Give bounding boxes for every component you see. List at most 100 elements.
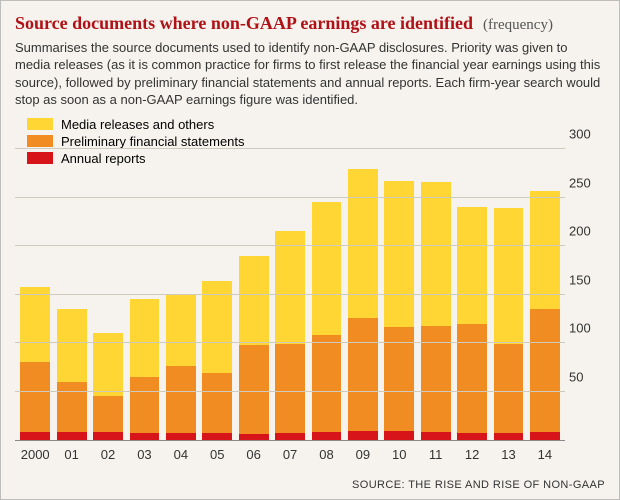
bar-stack [530, 191, 560, 440]
x-axis-label: 03 [126, 447, 162, 462]
chart-card: Source documents where non-GAAP earnings… [0, 0, 620, 500]
bar-segment-prelim [202, 373, 232, 433]
legend-label: Media releases and others [61, 117, 214, 132]
bar-segment-prelim [20, 362, 50, 432]
x-axis-label: 14 [527, 447, 563, 462]
bar-segment-media [530, 191, 560, 309]
bar-stack [494, 208, 524, 440]
bar-column: 03 [126, 149, 162, 440]
bars-container: 20000102030405060708091011121314 [15, 149, 565, 440]
bar-segment-annual [457, 433, 487, 440]
bar-column: 02 [90, 149, 126, 440]
bar-stack [348, 169, 378, 440]
x-axis-label: 13 [490, 447, 526, 462]
y-axis-label: 50 [569, 369, 603, 384]
bar-segment-annual [530, 432, 560, 440]
bar-column: 2000 [17, 149, 53, 440]
x-axis-label: 2000 [17, 447, 53, 462]
bar-column: 01 [53, 149, 89, 440]
bar-segment-prelim [348, 318, 378, 431]
y-axis-label: 150 [569, 272, 603, 287]
plot: 20000102030405060708091011121314 5010015… [15, 149, 565, 441]
bar-segment-annual [93, 432, 123, 440]
grid-line [15, 294, 565, 295]
y-axis-label: 250 [569, 175, 603, 190]
x-axis-label: 04 [163, 447, 199, 462]
bar-stack [457, 207, 487, 440]
x-axis-label: 11 [417, 447, 453, 462]
bar-stack [57, 309, 87, 440]
bar-stack [130, 299, 160, 440]
bar-segment-annual [421, 432, 451, 440]
x-axis-label: 10 [381, 447, 417, 462]
bar-segment-media [421, 182, 451, 326]
bar-segment-media [494, 208, 524, 344]
bar-stack [384, 181, 414, 440]
y-axis-label: 100 [569, 321, 603, 336]
bar-segment-annual [239, 434, 269, 440]
bar-segment-annual [494, 433, 524, 440]
bar-segment-annual [275, 433, 305, 440]
bar-column: 04 [163, 149, 199, 440]
chart-title: Source documents where non-GAAP earnings… [15, 13, 473, 33]
bar-column: 05 [199, 149, 235, 440]
grid-line [15, 148, 565, 149]
bar-segment-annual [384, 431, 414, 440]
bar-stack [202, 281, 232, 440]
legend-item: Media releases and others [27, 117, 605, 132]
bar-column: 08 [308, 149, 344, 440]
x-axis-label: 02 [90, 447, 126, 462]
bar-segment-media [275, 231, 305, 344]
y-axis-label: 200 [569, 224, 603, 239]
bar-stack [93, 333, 123, 440]
bar-segment-annual [348, 431, 378, 440]
bar-segment-media [57, 309, 87, 382]
grid-line [15, 342, 565, 343]
x-axis-label: 09 [345, 447, 381, 462]
legend-swatch [27, 135, 53, 147]
title-line: Source documents where non-GAAP earnings… [15, 13, 605, 35]
bar-column: 13 [490, 149, 526, 440]
bar-segment-annual [166, 433, 196, 440]
bar-segment-prelim [312, 335, 342, 432]
x-axis-label: 08 [308, 447, 344, 462]
bar-column: 10 [381, 149, 417, 440]
bar-segment-media [130, 299, 160, 377]
bar-segment-media [166, 294, 196, 367]
y-axis-label: 300 [569, 127, 603, 142]
plot-area: 20000102030405060708091011121314 50 100 15… [15, 149, 605, 465]
x-axis-label: 01 [53, 447, 89, 462]
bar-column: 06 [235, 149, 271, 440]
x-axis-label: 12 [454, 447, 490, 462]
x-axis-label: 07 [272, 447, 308, 462]
grid-line [15, 245, 565, 246]
chart-description: Summarises the source documents used to … [15, 39, 605, 109]
bar-stack [239, 256, 269, 440]
bar-segment-annual [202, 433, 232, 440]
grid-line [15, 197, 565, 198]
bar-segment-media [457, 207, 487, 323]
bar-stack [166, 294, 196, 440]
bar-stack [20, 287, 50, 440]
bar-segment-media [312, 202, 342, 335]
x-axis-label: 05 [199, 447, 235, 462]
bar-segment-prelim [166, 366, 196, 433]
bar-segment-annual [130, 433, 160, 440]
grid-line [15, 391, 565, 392]
bar-segment-media [384, 181, 414, 326]
bar-segment-media [20, 287, 50, 363]
bar-segment-annual [57, 432, 87, 440]
chart-subtitle: (frequency) [483, 17, 553, 33]
bar-segment-media [239, 256, 269, 345]
bar-segment-prelim [494, 344, 524, 433]
legend-label: Preliminary financial statements [61, 134, 245, 149]
bar-column: 12 [454, 149, 490, 440]
bar-segment-annual [20, 432, 50, 440]
bar-stack [421, 182, 451, 440]
legend-item: Preliminary financial statements [27, 134, 605, 149]
bar-column: 07 [272, 149, 308, 440]
bar-column: 11 [417, 149, 453, 440]
bar-segment-media [348, 169, 378, 317]
bar-segment-prelim [275, 344, 305, 433]
bar-segment-prelim [530, 309, 560, 432]
